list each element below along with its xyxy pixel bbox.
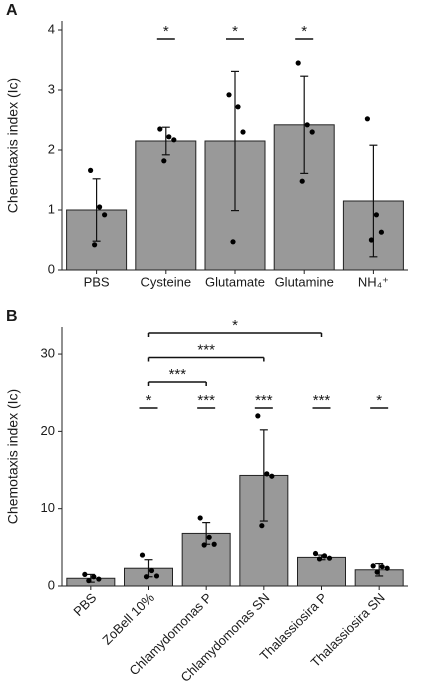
x-tick-label: NH₄⁺ [358,274,389,289]
y-tick-label: 4 [48,21,55,36]
x-tick-label: PBS [84,274,110,289]
data-point [370,563,376,569]
significance-label: * [376,392,382,409]
significance-label: * [232,23,238,40]
data-point [153,573,160,579]
data-point [82,571,88,578]
x-tick-label: PBS [70,590,99,619]
data-point [166,134,172,140]
data-point [161,158,167,164]
data-point [255,413,261,419]
comparison-label: *** [197,341,215,358]
x-tick-label: Glutamine [275,274,334,289]
error-bar [231,70,239,212]
data-point [299,178,305,184]
data-point [91,574,97,580]
error-bar [300,75,309,174]
data-point [316,556,323,562]
data-point [96,576,102,582]
data-point [378,229,384,235]
y-tick-label: 2 [48,141,55,156]
y-tick-label: 3 [48,81,55,96]
y-tick-label: 1 [48,201,55,216]
error-bar [259,429,268,522]
data-point [326,555,333,561]
data-point [374,569,380,575]
data-point [171,137,177,143]
significance-label: *** [313,392,331,409]
data-point [86,577,92,584]
data-point [88,167,94,173]
comparison-label: *** [169,366,187,383]
panel-label: A [6,2,18,19]
x-tick-label: ZoBell 10% [99,590,157,648]
x-tick-label: Glutamate [205,274,265,289]
bar [135,140,197,271]
data-point [143,574,150,580]
data-point [206,534,212,540]
error-bar [375,562,384,577]
data-point [201,542,207,548]
y-tick-label: 0 [48,261,55,276]
data-point [139,552,146,558]
data-point [321,553,328,559]
comparison-label: * [232,317,238,334]
data-point [379,564,385,570]
y-tick-label: 20 [41,423,55,438]
data-point [368,237,374,243]
data-point [157,126,163,132]
data-point [312,550,319,557]
y-axis-label: Chemotaxis index (Ic) [5,389,21,524]
error-bar [161,126,170,156]
data-point [230,239,236,245]
data-point [240,129,246,135]
significance-label: * [146,392,152,409]
data-point [373,212,379,218]
data-point [364,116,370,122]
significance-label: *** [197,392,215,409]
y-tick-label: 10 [41,500,55,515]
data-point [259,523,265,529]
significance-label: * [301,23,307,40]
data-point [269,473,275,479]
data-point [102,212,108,218]
data-point [197,515,203,521]
data-point [309,129,315,135]
y-tick-label: 30 [41,345,55,360]
error-bar [92,178,101,242]
panel-label: B [6,308,18,325]
data-point [264,471,270,477]
data-point [384,565,390,571]
bar [297,556,346,587]
significance-label: * [163,23,169,40]
data-point [92,242,98,248]
data-point [235,104,241,110]
y-tick-label: 0 [48,577,55,592]
data-point [304,122,310,128]
data-point [295,60,301,66]
data-point [211,541,217,547]
data-point [226,92,232,98]
error-bar [369,144,378,258]
x-tick-label: Cysteine [141,274,192,289]
data-point [97,204,103,210]
data-point [148,567,155,574]
y-axis-label: Chemotaxis index (Ic) [5,78,21,213]
significance-label: *** [255,392,273,409]
